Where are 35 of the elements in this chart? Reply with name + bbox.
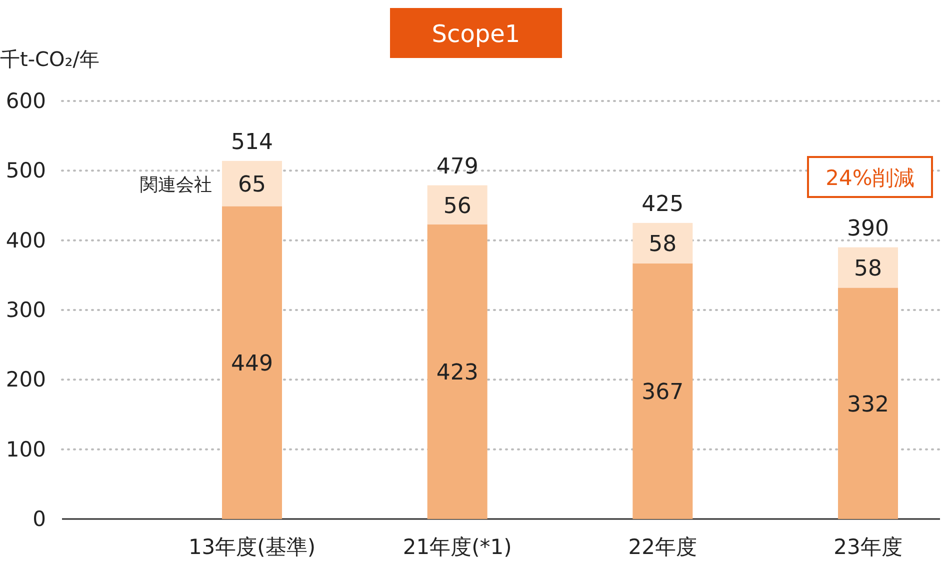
y-tick-label: 500 — [6, 158, 46, 183]
bar — [838, 247, 898, 288]
total-label: 390 — [847, 216, 889, 242]
y-tick-label: 400 — [6, 228, 46, 252]
x-tick-label: 23年度 — [834, 535, 902, 559]
bar — [222, 160, 282, 206]
x-tick-label: 13年度(基準) — [188, 535, 316, 559]
total-label: 479 — [436, 154, 478, 180]
y-tick-label: 100 — [6, 437, 46, 462]
chart-title: Scope1 — [432, 20, 520, 48]
total-label: 425 — [642, 192, 684, 217]
data-label: 56 — [443, 194, 472, 219]
y-tick-label: 200 — [6, 368, 46, 392]
data-label: 449 — [231, 352, 273, 377]
bar — [427, 185, 488, 224]
bar — [838, 288, 898, 519]
total-label: 514 — [231, 130, 273, 155]
data-label: 423 — [436, 360, 478, 386]
bar — [632, 263, 693, 519]
y-axis-title: 千t-CO₂/年 — [0, 47, 100, 71]
annotation: 24%削減 — [826, 166, 914, 190]
data-label: 65 — [238, 172, 266, 198]
x-tick-label: 21年度(*1) — [402, 535, 512, 559]
data-label: 58 — [648, 232, 677, 258]
series-label: 関連会社 — [140, 174, 212, 196]
y-tick-label: 600 — [6, 89, 46, 113]
bar — [222, 206, 282, 519]
bar — [427, 224, 488, 519]
x-tick-label: 22年度 — [628, 535, 698, 559]
data-label: 332 — [847, 392, 889, 418]
data-label: 58 — [854, 256, 882, 282]
data-label: 367 — [642, 380, 684, 406]
bar — [632, 222, 693, 264]
y-tick-label: 300 — [6, 298, 46, 322]
y-tick-label: 0 — [32, 507, 46, 531]
